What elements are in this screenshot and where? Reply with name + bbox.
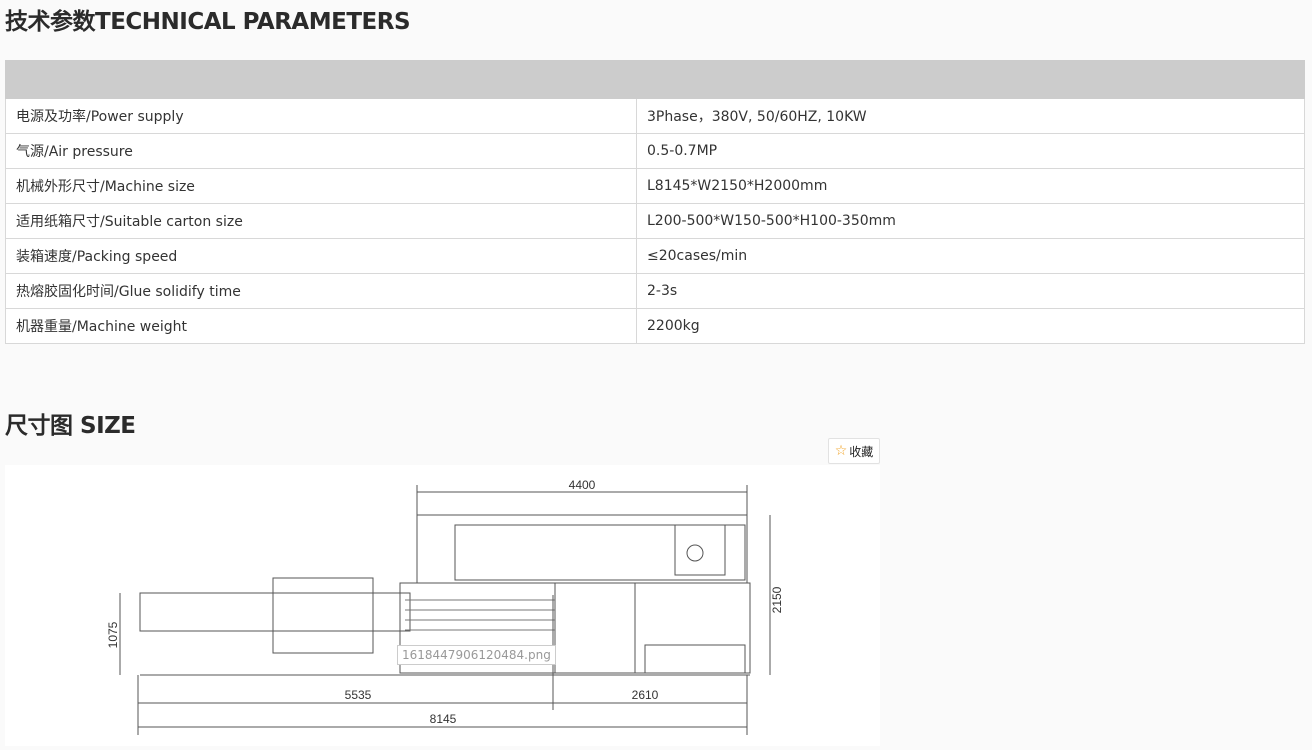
table-row: 电源及功率/Power supply 3Phase，380V, 50/60HZ, … [5, 98, 1305, 134]
param-value: L8145*W2150*H2000mm [636, 168, 1305, 204]
param-value: 2-3s [636, 273, 1305, 309]
param-value: L200-500*W150-500*H100-350mm [636, 203, 1305, 239]
parameters-table: 电源及功率/Power supply 3Phase，380V, 50/60HZ, … [5, 60, 1305, 344]
section-title-size: 尺寸图 SIZE [5, 413, 136, 439]
dim-right: 2150 [770, 586, 784, 613]
param-label: 气源/Air pressure [5, 133, 637, 169]
image-filename-tooltip: 1618447906120484.png [397, 645, 556, 665]
table-row: 机械外形尺寸/Machine size L8145*W2150*H2000mm [5, 168, 1305, 204]
param-label: 机器重量/Machine weight [5, 308, 637, 344]
param-value: 0.5-0.7MP [636, 133, 1305, 169]
param-label: 机械外形尺寸/Machine size [5, 168, 637, 204]
param-value: 2200kg [636, 308, 1305, 344]
dim-bottom-right: 2610 [632, 688, 659, 702]
table-row: 机器重量/Machine weight 2200kg [5, 308, 1305, 344]
table-row: 气源/Air pressure 0.5-0.7MP [5, 133, 1305, 169]
dim-top: 4400 [569, 478, 596, 492]
param-label: 电源及功率/Power supply [5, 98, 637, 134]
dim-total: 8145 [430, 712, 457, 726]
dim-left: 1075 [106, 621, 120, 648]
star-icon: ☆ [834, 443, 848, 459]
param-label: 装箱速度/Packing speed [5, 238, 637, 274]
table-row: 热熔胶固化时间/Glue solidify time 2-3s [5, 273, 1305, 309]
param-value: 3Phase，380V, 50/60HZ, 10KW [636, 98, 1305, 134]
section-title-technical-parameters: 技术参数TECHNICAL PARAMETERS [5, 9, 411, 35]
param-label: 适用纸箱尺寸/Suitable carton size [5, 203, 637, 239]
param-label: 热熔胶固化时间/Glue solidify time [5, 273, 637, 309]
table-header-row [5, 60, 1305, 99]
dim-bottom-left: 5535 [345, 688, 372, 702]
table-row: 装箱速度/Packing speed ≤20cases/min [5, 238, 1305, 274]
size-drawing-image: 4400 2150 1075 5535 2610 8145 [5, 465, 880, 746]
table-row: 适用纸箱尺寸/Suitable carton size L200-500*W150… [5, 203, 1305, 239]
favorite-label: 收藏 [849, 444, 874, 459]
param-value: ≤20cases/min [636, 238, 1305, 274]
favorite-button[interactable]: ☆ 收藏 [828, 438, 880, 464]
